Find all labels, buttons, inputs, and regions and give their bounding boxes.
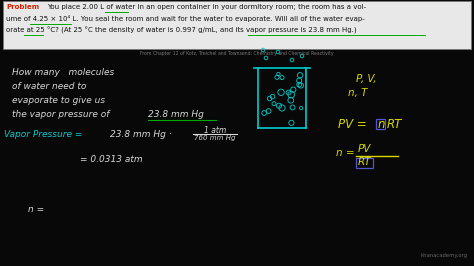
Text: n =: n =	[28, 205, 44, 214]
Text: 23.8 mm Hg: 23.8 mm Hg	[148, 110, 204, 119]
Text: khanacademy.org: khanacademy.org	[421, 253, 468, 258]
Text: You place 2.00 L of water in an open container in your dormitory room; the room : You place 2.00 L of water in an open con…	[47, 4, 366, 10]
Text: Problem: Problem	[6, 4, 39, 10]
Text: 760 mm Hg: 760 mm Hg	[194, 135, 236, 141]
Text: P, V,: P, V,	[356, 74, 376, 84]
Text: orate at 25 °C? (At 25 °C the density of water is 0.997 g/mL, and its vapor pres: orate at 25 °C? (At 25 °C the density of…	[6, 27, 356, 34]
Text: the vapor pressure of: the vapor pressure of	[12, 110, 109, 119]
Text: 1 atm: 1 atm	[204, 126, 226, 135]
Text: 23.8 mm Hg ·: 23.8 mm Hg ·	[110, 130, 172, 139]
Text: PV =: PV =	[338, 118, 367, 131]
Text: PV: PV	[358, 144, 371, 154]
Text: RT: RT	[357, 157, 371, 167]
Text: n: n	[377, 118, 385, 131]
Text: How many   molecules: How many molecules	[12, 68, 114, 77]
Text: n, T: n, T	[348, 88, 367, 98]
Text: n =: n =	[336, 148, 355, 158]
Text: evaporate to give us: evaporate to give us	[12, 96, 105, 105]
Text: Vapor Pressure =: Vapor Pressure =	[4, 130, 82, 139]
Text: = 0.0313 atm: = 0.0313 atm	[80, 155, 143, 164]
Text: ume of 4.25 × 10⁴ L. You seal the room and wait for the water to evaporate. Will: ume of 4.25 × 10⁴ L. You seal the room a…	[6, 15, 365, 23]
FancyBboxPatch shape	[3, 1, 471, 49]
Text: From Chapter 12 of Kotz, Treichel and Townsend: Chemistry and Chemical Reactivit: From Chapter 12 of Kotz, Treichel and To…	[140, 51, 334, 56]
Text: RT: RT	[387, 118, 402, 131]
Text: of water need to: of water need to	[12, 82, 86, 91]
